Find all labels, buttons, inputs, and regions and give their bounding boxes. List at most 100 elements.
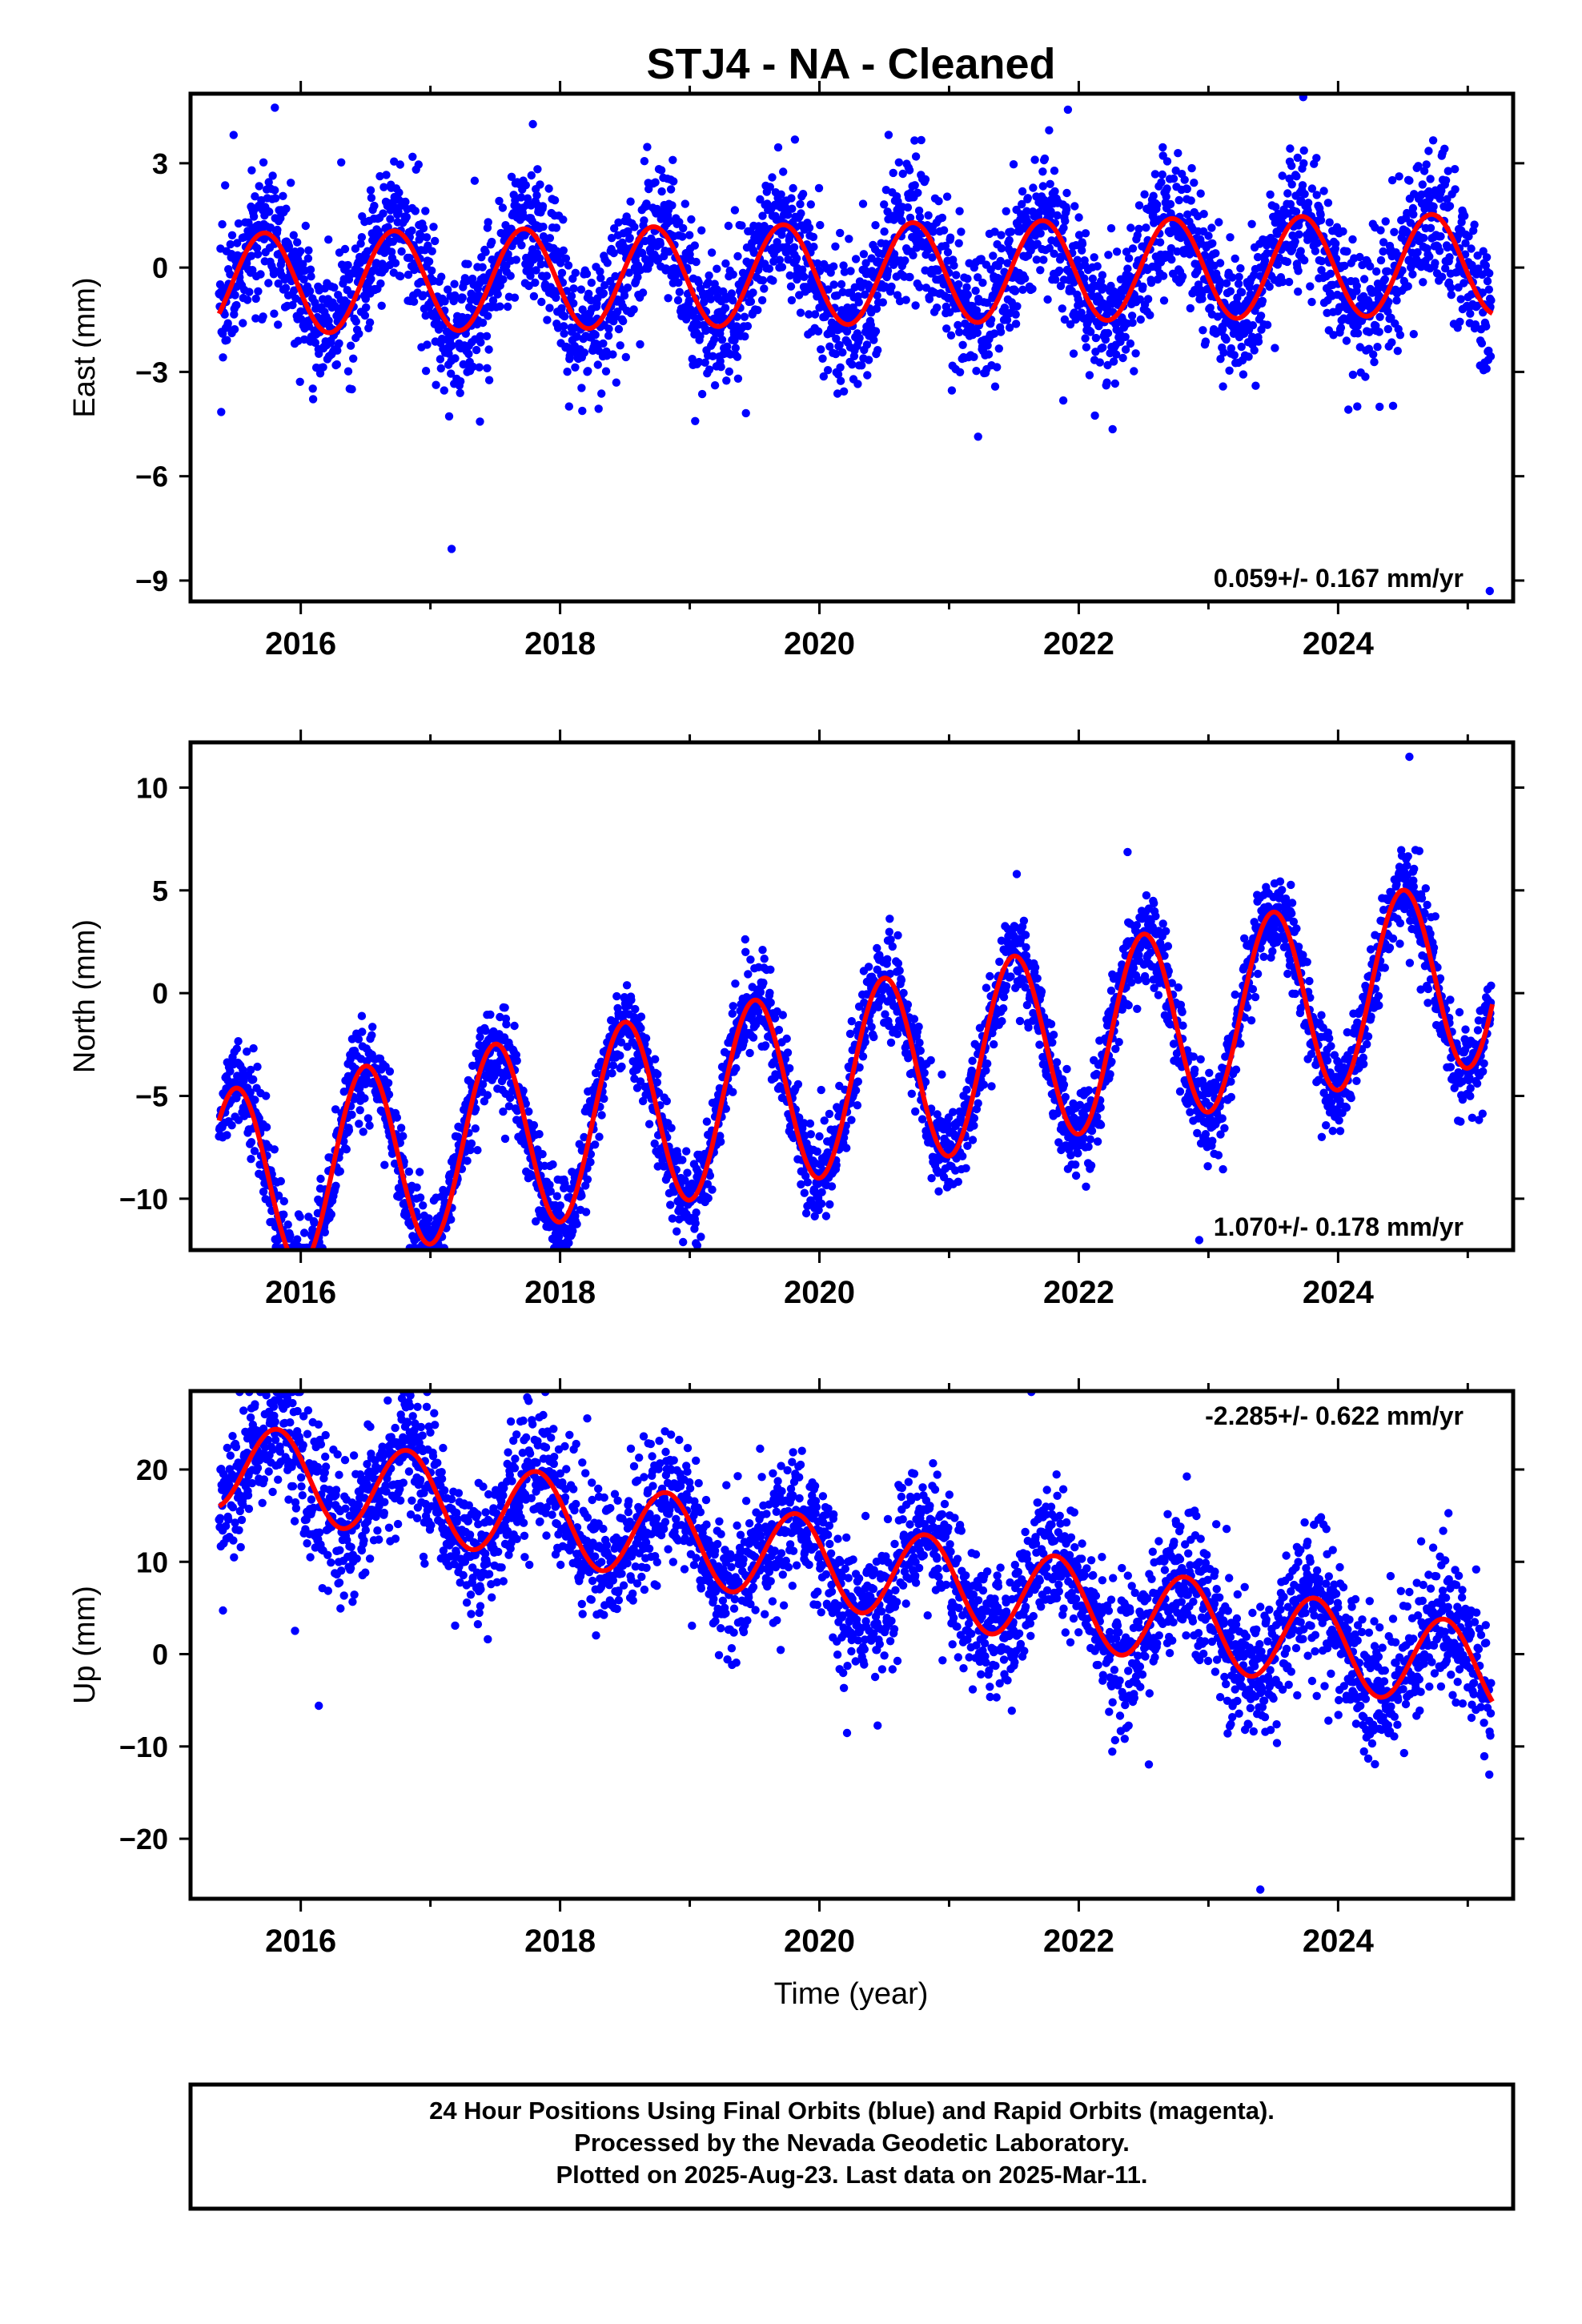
data-point [301, 221, 310, 231]
data-point [273, 225, 282, 235]
data-point [610, 224, 619, 233]
data-point [552, 1192, 561, 1200]
data-point [1011, 287, 1020, 296]
data-point [782, 1034, 791, 1043]
data-point [640, 216, 648, 225]
data-point [638, 288, 648, 297]
x-tick-label: 2016 [265, 626, 336, 661]
data-point [990, 227, 999, 236]
data-point [644, 184, 653, 194]
data-point [1286, 144, 1295, 153]
data-point [428, 247, 436, 255]
data-point [296, 247, 305, 255]
data-point [1312, 154, 1321, 163]
data-point [1353, 402, 1362, 411]
data-point [1167, 255, 1176, 264]
data-point [1162, 192, 1170, 201]
data-point [227, 1121, 236, 1130]
data-point [1237, 287, 1247, 297]
data-point [1283, 257, 1292, 267]
data-point [571, 363, 580, 372]
data-point [1126, 223, 1135, 232]
data-point [1216, 355, 1225, 364]
data-point [571, 268, 580, 277]
data-point [778, 1011, 787, 1019]
data-point [1383, 267, 1392, 275]
data-point [387, 247, 396, 256]
data-point [769, 276, 777, 285]
data-point [789, 183, 797, 193]
data-point [1482, 253, 1492, 262]
data-point [839, 387, 849, 396]
data-point [701, 326, 710, 336]
data-point [631, 1004, 640, 1014]
data-point [243, 296, 252, 304]
data-point [1426, 223, 1435, 232]
data-point [506, 1093, 515, 1103]
data-point [864, 356, 873, 364]
data-point [569, 284, 578, 293]
data-point [678, 1156, 687, 1164]
data-point [572, 1220, 581, 1228]
data-point [408, 152, 417, 161]
data-point [1103, 328, 1113, 338]
data-point [1443, 243, 1452, 252]
data-point [1040, 154, 1050, 163]
data-point [1136, 315, 1146, 324]
data-point [1117, 292, 1126, 301]
data-point [801, 1208, 811, 1218]
data-point [560, 329, 568, 338]
data-point [901, 296, 910, 304]
data-point [1329, 331, 1338, 340]
data-point [368, 1023, 377, 1031]
data-point [1244, 352, 1253, 361]
data-point [1159, 296, 1169, 305]
data-point [1190, 179, 1199, 187]
data-point [1403, 282, 1412, 291]
data-point [1018, 199, 1026, 209]
data-point [577, 384, 586, 392]
data-point [510, 293, 520, 302]
data-point [499, 275, 508, 284]
data-point [973, 328, 982, 337]
data-point [740, 312, 749, 321]
data-point [777, 231, 786, 239]
data-point [496, 302, 504, 311]
data-point [223, 319, 232, 328]
data-point [854, 298, 863, 307]
data-point [1373, 343, 1382, 352]
data-point [1230, 351, 1239, 360]
data-point [1472, 301, 1482, 310]
data-point [831, 242, 840, 251]
velocity-annotation: 0.059+/- 0.167 mm/yr [1214, 564, 1464, 593]
data-point [535, 1130, 544, 1139]
data-point [972, 367, 981, 376]
data-point [539, 223, 548, 231]
data-point [394, 207, 403, 216]
data-point [1307, 297, 1316, 307]
data-point [1088, 274, 1098, 283]
data-point [725, 367, 733, 376]
data-point [665, 247, 674, 256]
data-point [363, 1114, 373, 1123]
data-point [295, 1212, 304, 1221]
data-point [1201, 337, 1211, 346]
data-point [704, 1194, 713, 1203]
data-point [823, 366, 833, 375]
data-point [283, 1220, 292, 1229]
data-point [1206, 304, 1215, 312]
data-point [594, 404, 603, 413]
data-point [783, 211, 793, 219]
data-point [685, 296, 693, 305]
data-point [395, 188, 404, 197]
data-point [947, 386, 957, 395]
data-point [1251, 381, 1260, 390]
data-point [1460, 279, 1468, 287]
data-point [472, 345, 481, 355]
x-tick-label: 2024 [1303, 626, 1375, 661]
data-point [361, 295, 370, 304]
data-point [729, 296, 737, 305]
data-point [424, 1214, 433, 1223]
data-point [1271, 344, 1279, 352]
data-point [848, 360, 857, 369]
